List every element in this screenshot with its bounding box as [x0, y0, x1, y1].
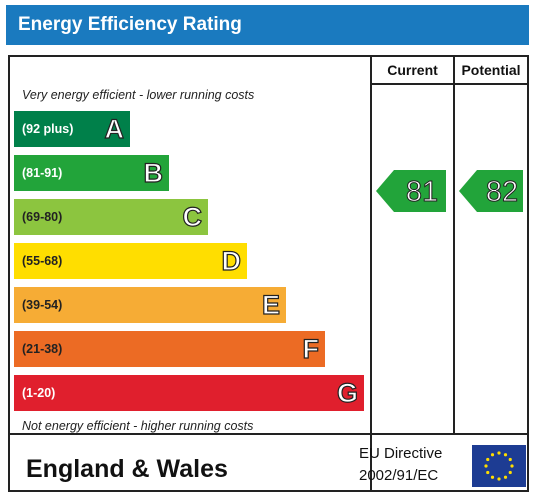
- chart-title: Energy Efficiency Rating: [18, 14, 242, 35]
- eu-directive-label: EU Directive: [359, 445, 443, 462]
- band-letter: E: [261, 289, 280, 320]
- band-e: (39-54) E: [14, 287, 286, 323]
- eu-star: [503, 475, 508, 479]
- band-range-label: (81-91): [22, 166, 63, 180]
- band-letter: A: [104, 113, 125, 144]
- potential-column-header: Potential: [461, 62, 521, 78]
- eu-star: [490, 475, 495, 479]
- band-a: (92 plus) A: [14, 111, 130, 147]
- current-column-header: Current: [387, 62, 438, 78]
- eu-star: [497, 477, 501, 481]
- band-f: (21-38) F: [14, 331, 325, 367]
- rating-value: 81: [406, 176, 438, 208]
- band-range-label: (21-38): [22, 342, 63, 356]
- band-d: (55-68) D: [14, 243, 247, 279]
- eu-flag-icon: [472, 445, 526, 487]
- top-caption: Very energy efficient - lower running co…: [22, 88, 255, 102]
- eu-star: [484, 464, 488, 468]
- potential-rating-arrow: 82: [459, 170, 523, 212]
- rating-value: 82: [486, 176, 518, 208]
- rating-arrow-shape: [459, 170, 523, 212]
- footer-divider: [10, 433, 527, 435]
- eu-star: [497, 451, 501, 455]
- rating-arrow-shape: [376, 170, 446, 212]
- potential-column-divider: [453, 57, 455, 433]
- rating-table: Current Potential Very energy efficient …: [8, 55, 529, 492]
- band-range-label: (55-68): [22, 254, 63, 268]
- header-divider: [370, 83, 527, 85]
- eu-star: [510, 464, 514, 468]
- eu-star: [490, 453, 495, 457]
- eu-star: [486, 470, 490, 475]
- region-label: England & Wales: [26, 455, 228, 483]
- eu-directive-number: 2002/91/EC: [359, 467, 439, 484]
- eu-star: [486, 457, 490, 462]
- eu-star: [503, 453, 508, 457]
- band-letter: B: [143, 157, 164, 188]
- band-b: (81-91) B: [14, 155, 169, 191]
- current-rating-arrow: 81: [376, 170, 446, 212]
- band-g: (1-20) G: [14, 375, 364, 411]
- title-bar: Energy Efficiency Rating: [6, 5, 529, 45]
- band-letter: C: [182, 201, 203, 232]
- band-range-label: (69-80): [22, 210, 63, 224]
- band-range-label: (92 plus): [22, 122, 74, 136]
- eu-stars: [484, 451, 514, 481]
- eu-star: [508, 470, 512, 475]
- band-range-label: (39-54): [22, 298, 63, 312]
- eu-star: [508, 457, 512, 462]
- current-column-divider: [370, 57, 372, 490]
- band-letter: D: [221, 245, 242, 276]
- band-letter: G: [336, 377, 358, 408]
- band-range-label: (1-20): [22, 386, 56, 400]
- bottom-caption: Not energy efficient - higher running co…: [22, 419, 254, 433]
- band-c: (69-80) C: [14, 199, 208, 235]
- band-letter: F: [302, 333, 320, 364]
